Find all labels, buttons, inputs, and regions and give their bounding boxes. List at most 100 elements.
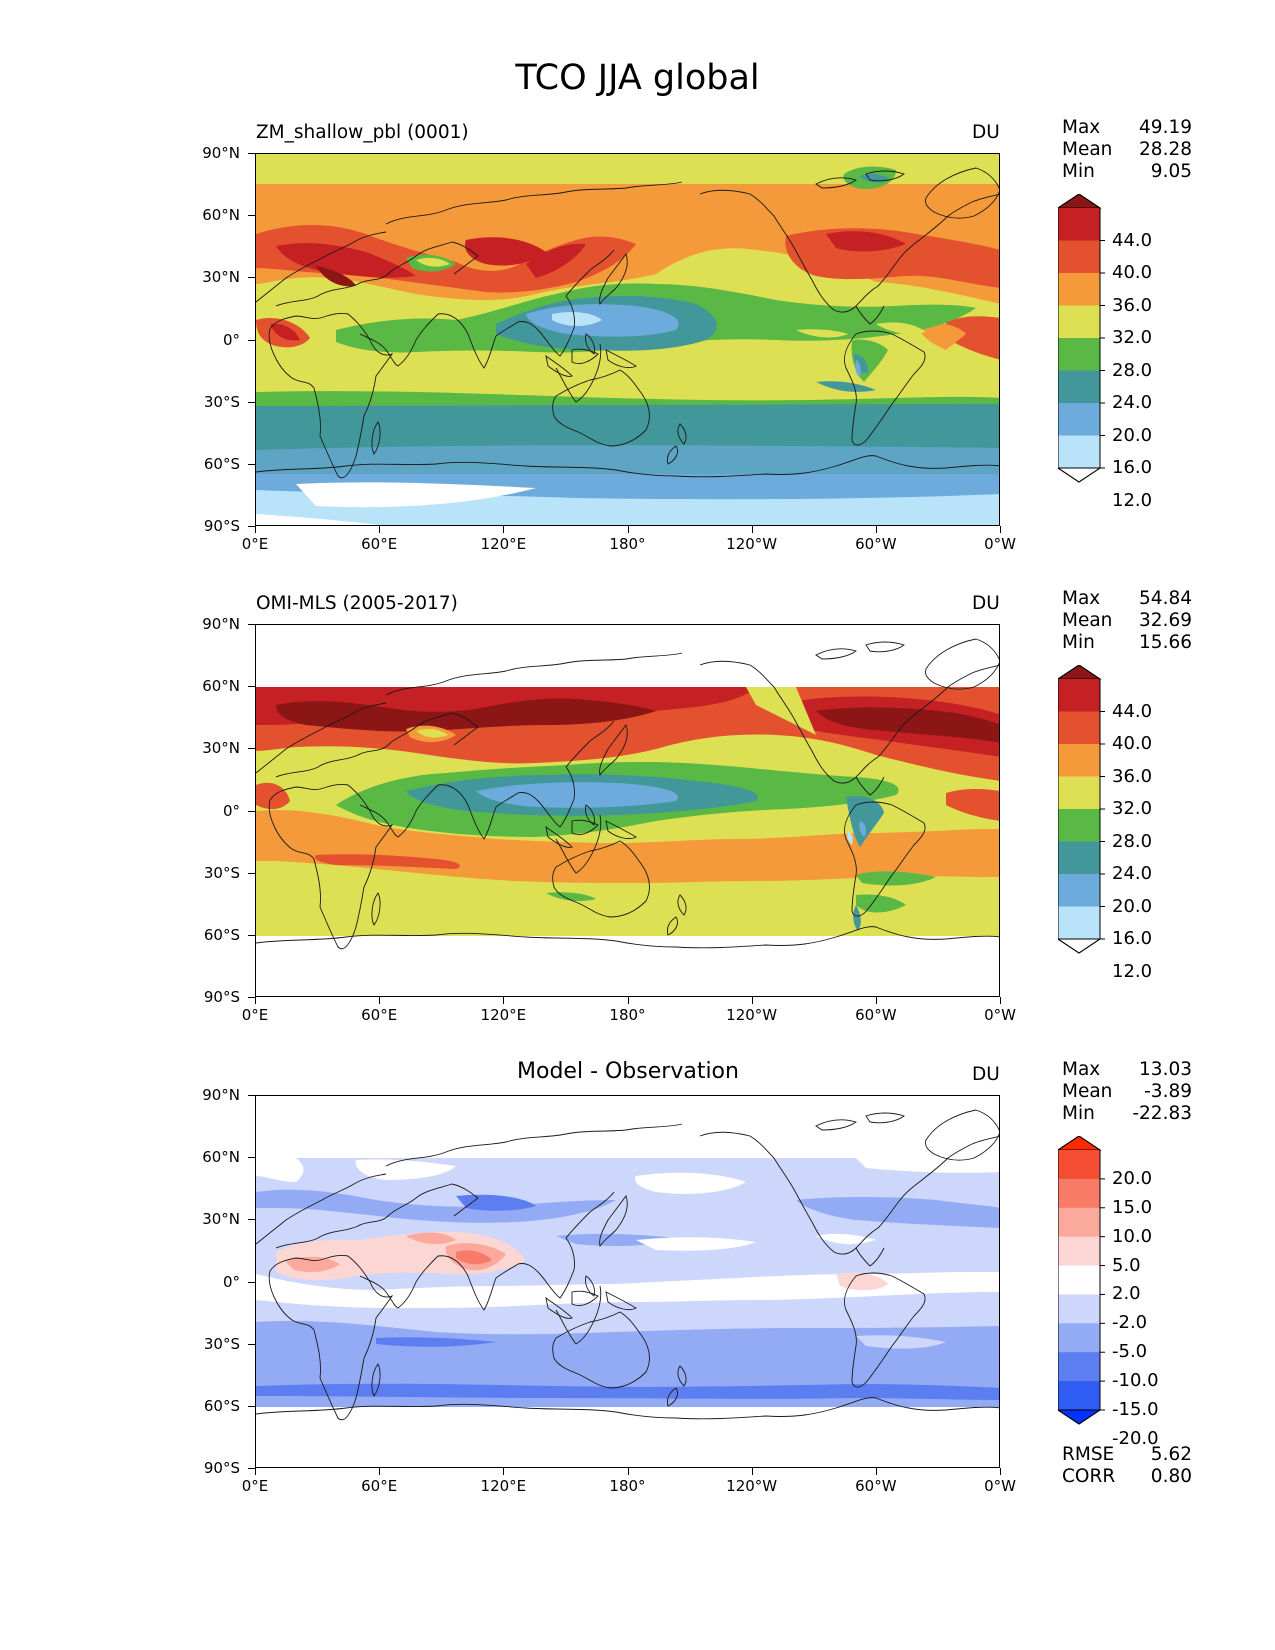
colorbar-segment	[1058, 1381, 1100, 1411]
lat-tick	[248, 1157, 255, 1159]
colorbar-extend-max	[1058, 194, 1102, 209]
lat-tick	[248, 401, 255, 403]
stat-label: Max	[1062, 1059, 1101, 1080]
metric-label: RMSE	[1062, 1444, 1115, 1465]
colorbar-segment	[1058, 273, 1100, 306]
colorbar-segment	[1058, 208, 1100, 241]
lon-tick	[875, 997, 877, 1004]
lat-tick	[248, 997, 255, 998]
lon-tick	[1000, 526, 1001, 533]
figure-title: TCO JJA global	[515, 58, 760, 98]
panel-title: Model - Observation	[517, 1059, 739, 1084]
lon-tick-label: 120°W	[726, 1006, 778, 1024]
colorbar-segment	[1058, 711, 1100, 745]
colorbar-tick-label: 12.0	[1112, 489, 1153, 511]
colorbar-extend-max	[1058, 1136, 1102, 1151]
stat-label: Min	[1062, 161, 1095, 182]
lat-tick-label: 0°	[222, 330, 240, 349]
colorbar	[1058, 1136, 1105, 1425]
lon-tick	[503, 526, 505, 533]
colorbar-segment	[1058, 1207, 1100, 1238]
lon-tick	[503, 997, 505, 1004]
lat-tick	[248, 1095, 255, 1096]
lat-tick	[248, 1468, 255, 1469]
colorbar-extend-max	[1058, 665, 1102, 680]
lat-tick-label: 30°S	[203, 1334, 240, 1353]
stat-label: Mean	[1062, 1081, 1113, 1102]
lon-tick-label: 60°E	[361, 1477, 398, 1495]
stat-value: 32.69	[1139, 610, 1192, 631]
lon-tick	[627, 997, 629, 1004]
colorbar-tick-label: 44.0	[1112, 229, 1153, 251]
colorbar-segment	[1058, 1352, 1100, 1382]
lon-tick-label: 180°	[609, 1006, 646, 1024]
colorbar	[1058, 665, 1105, 954]
lat-tick	[248, 277, 255, 279]
stat-label: Mean	[1062, 139, 1113, 160]
units-label: DU	[972, 122, 1000, 143]
lon-tick	[1000, 997, 1001, 1004]
colorbar-segment	[1058, 776, 1100, 810]
lon-tick-label: 180°	[609, 1477, 646, 1495]
colorbar-segment	[1058, 305, 1100, 339]
panel-model: ZM_shallow_pbl (0001) DU	[0, 0, 1275, 526]
lat-tick-label: 60°S	[203, 454, 240, 473]
colorbar-segment	[1058, 841, 1100, 875]
colorbar-tick-label: 16.0	[1112, 928, 1153, 949]
colorbar-tick-label: 28.0	[1112, 359, 1153, 381]
colorbar-tick-label: 32.0	[1112, 327, 1153, 348]
colorbar-segment	[1058, 1265, 1100, 1295]
lon-tick-label: 0°E	[241, 535, 269, 553]
map-observation	[255, 624, 1000, 997]
colorbar-tick-label: 40.0	[1112, 262, 1153, 283]
lat-tick	[248, 1405, 255, 1407]
lat-tick-label: 60°N	[202, 206, 240, 225]
colorbar-tick-label: 2.0	[1112, 1283, 1141, 1305]
summary-stats: Max 13.03 Mean -3.89 Min -22.83	[1062, 1059, 1192, 1125]
lat-tick	[248, 1281, 255, 1283]
lon-tick	[875, 1468, 877, 1475]
colorbar-tick-label: -10.0	[1112, 1370, 1159, 1392]
lon-tick-label: 60°W	[855, 1477, 897, 1495]
lat-tick-label: 60°S	[203, 1396, 240, 1415]
colorbar-segment	[1058, 809, 1100, 842]
colorbar-segment	[1058, 679, 1100, 712]
lat-tick	[248, 686, 255, 688]
lon-tick	[255, 1468, 256, 1475]
colorbar-tick-label: 15.0	[1112, 1196, 1153, 1218]
stat-value: 54.84	[1139, 588, 1192, 609]
stat-label: Max	[1062, 588, 1101, 609]
stat-value: 49.19	[1139, 117, 1192, 138]
lon-tick-label: 120°E	[480, 535, 527, 553]
lon-tick-label: 60°E	[361, 535, 398, 553]
stat-value: -3.89	[1144, 1081, 1192, 1102]
lon-tick	[379, 526, 381, 533]
lon-tick-label: 180°	[609, 535, 646, 553]
lat-tick-label: 90°N	[202, 144, 240, 162]
lon-tick	[379, 997, 381, 1004]
lat-tick-label: 30°N	[202, 1210, 240, 1229]
colorbar-tick-label: 24.0	[1112, 863, 1153, 884]
lon-tick	[751, 997, 753, 1004]
lat-tick-label: 60°N	[202, 1148, 240, 1167]
colorbar-tick-label: 20.0	[1112, 1167, 1153, 1189]
units-label: DU	[972, 593, 1000, 614]
lon-tick-label: 0°E	[241, 1477, 269, 1495]
colorbar-extend-min	[1058, 1409, 1102, 1425]
colorbar-segment	[1058, 370, 1100, 404]
stat-value: 15.66	[1139, 632, 1192, 653]
stat-value: 13.03	[1139, 1059, 1192, 1080]
lat-tick	[248, 934, 255, 936]
lat-tick	[248, 748, 255, 750]
lon-tick	[751, 526, 753, 533]
lon-tick-label: 0°W	[984, 1006, 1016, 1024]
lat-tick	[248, 872, 255, 874]
colorbar-segment	[1058, 1323, 1100, 1353]
lat-tick	[248, 339, 255, 341]
colorbar-tick-label: -5.0	[1112, 1341, 1148, 1363]
lat-tick-label: 90°S	[203, 1459, 240, 1477]
colorbar-tick-label: 44.0	[1112, 700, 1153, 722]
colorbar-extend-min	[1058, 938, 1102, 954]
colorbar-tick-label: 10.0	[1112, 1225, 1153, 1247]
panel-title: ZM_shallow_pbl (0001)	[256, 122, 469, 143]
